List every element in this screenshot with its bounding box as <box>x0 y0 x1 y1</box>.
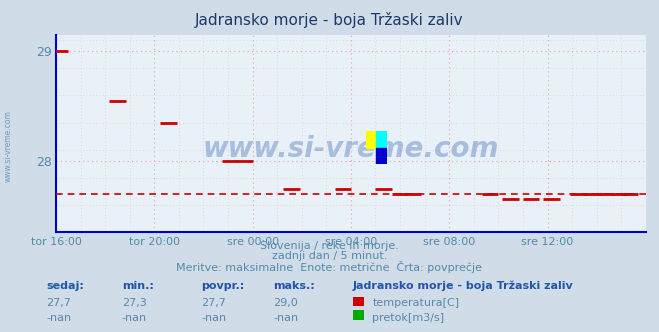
Text: -nan: -nan <box>46 313 71 323</box>
Bar <box>366 131 376 148</box>
Text: povpr.:: povpr.: <box>201 281 244 290</box>
Text: pretok[m3/s]: pretok[m3/s] <box>372 313 444 323</box>
Text: -nan: -nan <box>201 313 226 323</box>
Text: 27,7: 27,7 <box>46 298 71 308</box>
Text: sedaj:: sedaj: <box>46 281 84 290</box>
Text: Meritve: maksimalne  Enote: metrične  Črta: povprečje: Meritve: maksimalne Enote: metrične Črta… <box>177 261 482 273</box>
Text: www.si-vreme.com: www.si-vreme.com <box>3 110 13 182</box>
Text: Jadransko morje - boja Tržaski zaliv: Jadransko morje - boja Tržaski zaliv <box>195 12 464 28</box>
Text: 27,3: 27,3 <box>122 298 147 308</box>
Text: -nan: -nan <box>122 313 147 323</box>
Text: temperatura[C]: temperatura[C] <box>372 298 459 308</box>
Text: Jadransko morje - boja Tržaski zaliv: Jadransko morje - boja Tržaski zaliv <box>353 281 573 291</box>
Text: zadnji dan / 5 minut.: zadnji dan / 5 minut. <box>272 251 387 261</box>
Text: 27,7: 27,7 <box>201 298 226 308</box>
Bar <box>376 131 387 148</box>
Text: www.si-vreme.com: www.si-vreme.com <box>203 135 499 163</box>
Text: 29,0: 29,0 <box>273 298 299 308</box>
Text: min.:: min.: <box>122 281 154 290</box>
Text: maks.:: maks.: <box>273 281 315 290</box>
Bar <box>376 148 387 164</box>
Text: -nan: -nan <box>273 313 299 323</box>
Text: Slovenija / reke in morje.: Slovenija / reke in morje. <box>260 241 399 251</box>
